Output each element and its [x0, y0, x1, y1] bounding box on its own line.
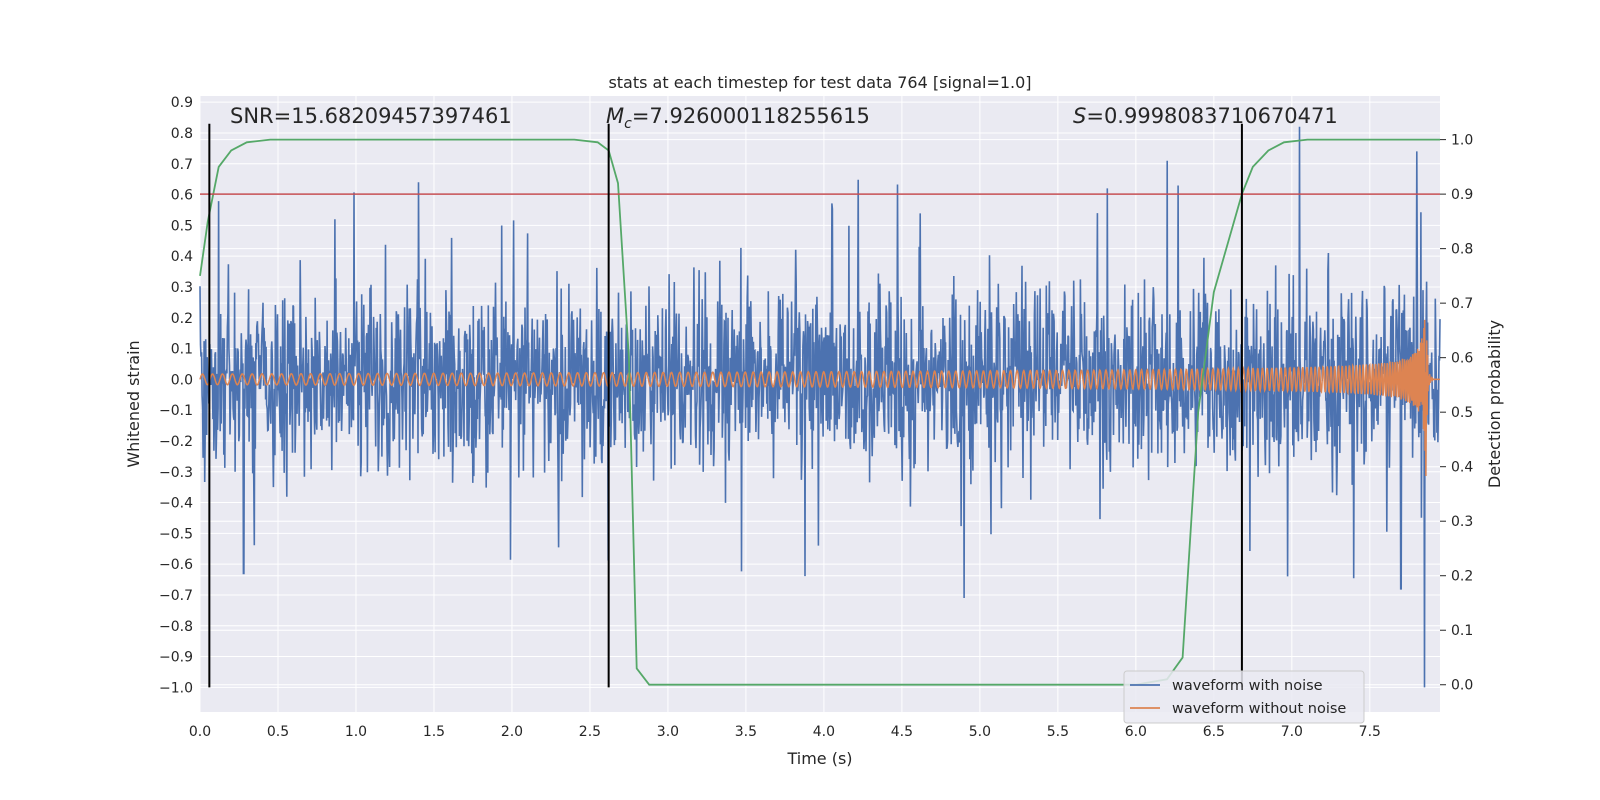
x-tick-label: 6.5 [1203, 724, 1225, 740]
y-left-tick-label: 0.7 [171, 157, 193, 173]
y-left-tick-label: 0.8 [171, 126, 193, 142]
x-tick-label: 1.0 [345, 724, 367, 740]
legend: waveform with noise waveform without noi… [1123, 670, 1365, 724]
y-right-tick-label: 1.0 [1451, 133, 1473, 149]
y-left-tick-label: −0.6 [159, 557, 193, 573]
y-left-tick-label: 0.0 [171, 372, 193, 388]
y-right-tick-label: 0.9 [1451, 187, 1473, 203]
probability-line [199, 138, 1440, 686]
x-axis-label: Time (s) [786, 749, 852, 768]
y-left-tick-label: −1.0 [159, 680, 193, 696]
x-tick-label: 2.5 [579, 724, 601, 740]
legend-label-noise: waveform with noise [1172, 678, 1323, 694]
significance-symbol: S [1073, 104, 1086, 128]
x-tick-label: 2.0 [501, 724, 523, 740]
chart-title: stats at each timestep for test data 764… [608, 73, 1031, 92]
y-left-tick-label: −0.3 [159, 465, 193, 481]
y-left-tick-label: −0.4 [159, 496, 193, 512]
y-right-tick-label: 0.4 [1451, 460, 1473, 476]
x-tick-label: 5.0 [969, 724, 991, 740]
y-right-tick-label: 0.7 [1451, 296, 1473, 312]
series-waveform-without-noise [199, 319, 1440, 477]
y-left-tick-label: 0.5 [171, 218, 193, 234]
y-left-tick-label: −0.1 [159, 403, 193, 419]
y-left-tick-label: 0.3 [171, 280, 193, 296]
y-right-tick-label: 0.1 [1451, 623, 1473, 639]
legend-box [1123, 670, 1365, 724]
x-tick-label: 4.0 [813, 724, 835, 740]
x-tick-label: 6.0 [1125, 724, 1147, 740]
x-tick-label: 7.0 [1281, 724, 1303, 740]
y-right-tick-label: 0.2 [1451, 569, 1473, 585]
y-right-tick-label: 0.8 [1451, 242, 1473, 258]
y-left-tick-label: −0.7 [159, 588, 193, 604]
x-tick-label: 3.0 [657, 724, 679, 740]
y-left-tick-label: −0.5 [159, 526, 193, 542]
y-right-tick-label: 0.6 [1451, 351, 1473, 367]
y-left-tick-label: 0.2 [171, 311, 193, 327]
y-left-tick-label: −0.8 [159, 619, 193, 635]
series-detection-probability [199, 138, 1440, 686]
x-tick-label: 0.0 [189, 724, 211, 740]
y-right-axis-ticks: 1.0 0.9 0.8 0.7 0.6 0.5 0.4 0.3 0.2 0.1 0.0 [1440, 133, 1473, 694]
clean-chirp-trace [199, 319, 1440, 477]
snr-annotation: SNR=15.68209457397461 [230, 104, 512, 128]
y-left-tick-label: 0.6 [171, 188, 193, 204]
x-tick-label: 4.5 [891, 724, 913, 740]
series-waveform-with-noise [199, 126, 1441, 688]
y-left-tick-label: 0.4 [171, 249, 193, 265]
y-left-axis-label: Whitened strain [124, 340, 143, 467]
y-left-tick-label: −0.9 [159, 650, 193, 666]
chirp-mass-symbol: M [606, 104, 624, 128]
x-tick-label: 7.5 [1359, 724, 1381, 740]
y-right-axis-label: Detection probability [1485, 320, 1504, 488]
chirp-mass-subscript: c [624, 116, 632, 132]
chirp-mass-value: =7.926000118255615 [632, 104, 870, 128]
y-left-tick-label: 0.9 [171, 95, 193, 111]
y-right-tick-label: 0.0 [1451, 678, 1473, 694]
significance-annotation: S=0.9998083710670471 [1073, 104, 1338, 128]
x-tick-label: 5.5 [1047, 724, 1069, 740]
x-tick-label: 3.5 [735, 724, 757, 740]
y-left-axis-ticks: 0.9 0.8 0.7 0.6 0.5 0.4 0.3 0.2 0.1 0.0 −0.1 −0.2 −0… [159, 95, 193, 696]
event-vertical-lines [208, 123, 1243, 688]
x-tick-label: 1.5 [423, 724, 445, 740]
x-axis-ticks: 0.0 0.5 1.0 1.5 2.0 2.5 3.0 3.5 4.0 4.5 5.0 5.5 6.0 6… [189, 724, 1381, 740]
legend-label-clean: waveform without noise [1172, 701, 1346, 717]
y-left-tick-label: −0.2 [159, 434, 193, 450]
y-right-tick-label: 0.3 [1451, 514, 1473, 530]
y-left-tick-label: 0.1 [171, 342, 193, 358]
noise-trace [199, 126, 1441, 688]
significance-value: =0.9998083710670471 [1086, 104, 1337, 128]
y-right-tick-label: 0.5 [1451, 405, 1473, 421]
x-tick-label: 0.5 [267, 724, 289, 740]
chirp-mass-annotation: Mc=7.926000118255615 [606, 104, 870, 132]
